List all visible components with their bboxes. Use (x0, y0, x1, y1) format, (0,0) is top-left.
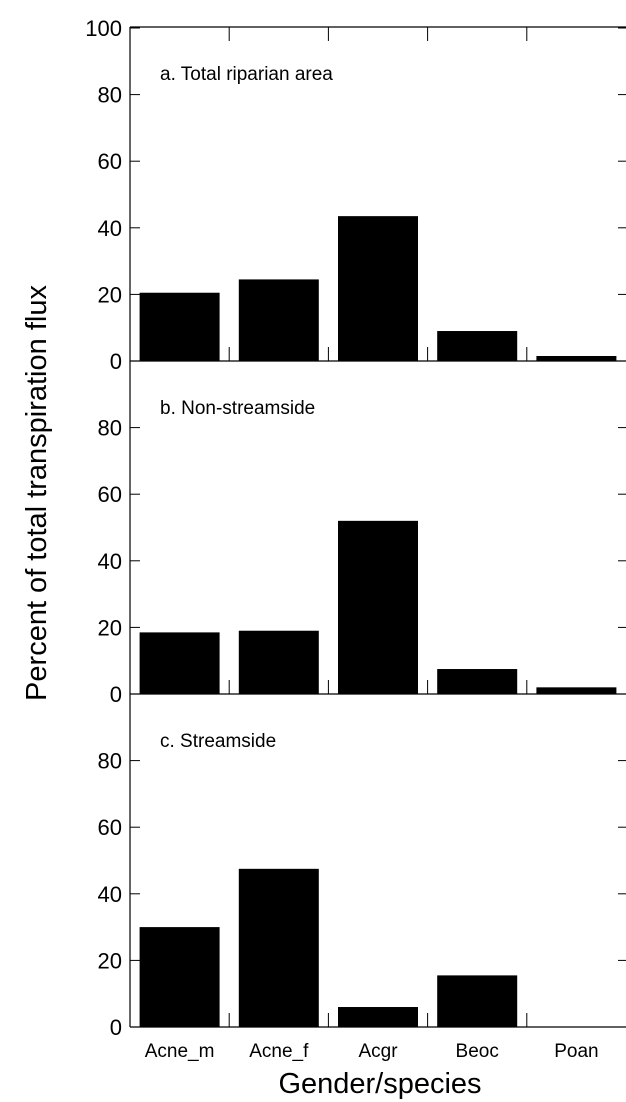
y-tick-label: 40 (98, 882, 122, 907)
y-tick-label: 20 (98, 282, 122, 307)
bar (238, 630, 319, 694)
bar (437, 669, 518, 694)
x-axis-title: Gender/species (278, 1068, 481, 1100)
x-tick-label: Acne_m (145, 1041, 215, 1062)
bar (437, 331, 518, 361)
y-tick-label: 0 (110, 1015, 122, 1040)
y-tick-label: 60 (98, 482, 122, 507)
y-tick-label: 60 (98, 815, 122, 840)
y-tick-label: 20 (98, 948, 122, 973)
y-tick-label: 60 (98, 149, 122, 174)
bar (536, 687, 617, 694)
x-tick-label: Acgr (358, 1041, 398, 1062)
bar (238, 868, 319, 1027)
y-tick-label: 40 (98, 549, 122, 574)
y-tick-label: 0 (110, 682, 122, 707)
panel-title: b. Non-streamside (160, 398, 315, 419)
bar (139, 292, 220, 361)
bar (338, 216, 418, 361)
y-tick-label: 0 (110, 349, 122, 374)
y-tick-label: 80 (98, 749, 122, 774)
y-tick-label: 20 (98, 615, 122, 640)
plot-area: 100 80 60 40 20 0 a. Total riparian area 80 60 40… (85, 16, 626, 1062)
y-axis-title: Percent of total transpiration flux (21, 285, 53, 701)
bar (139, 927, 220, 1027)
y-tick-label: 100 (85, 16, 122, 41)
y-tick-label: 80 (98, 416, 122, 441)
bar (338, 520, 418, 694)
y-tick-label: 80 (98, 83, 122, 108)
bar (437, 975, 518, 1027)
bar (536, 356, 617, 361)
x-tick-label: Acne_f (249, 1041, 309, 1062)
x-tick-label: Poan (554, 1041, 598, 1062)
panel-title: a. Total riparian area (160, 64, 333, 85)
bar (338, 1007, 418, 1027)
y-tick-label: 40 (98, 216, 122, 241)
panel-title: c. Streamside (160, 731, 276, 752)
bar (139, 632, 220, 694)
bar (238, 279, 319, 361)
x-tick-label: Beoc (456, 1041, 499, 1062)
